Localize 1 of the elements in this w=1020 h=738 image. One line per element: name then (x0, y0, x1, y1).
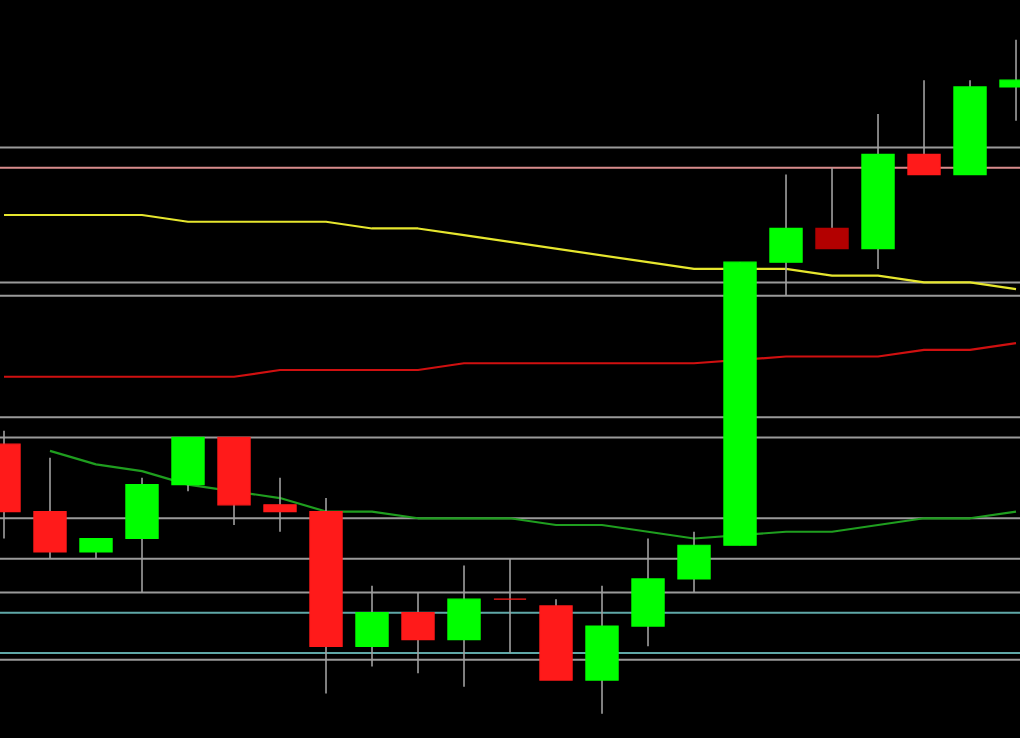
candlestick (815, 167, 849, 250)
